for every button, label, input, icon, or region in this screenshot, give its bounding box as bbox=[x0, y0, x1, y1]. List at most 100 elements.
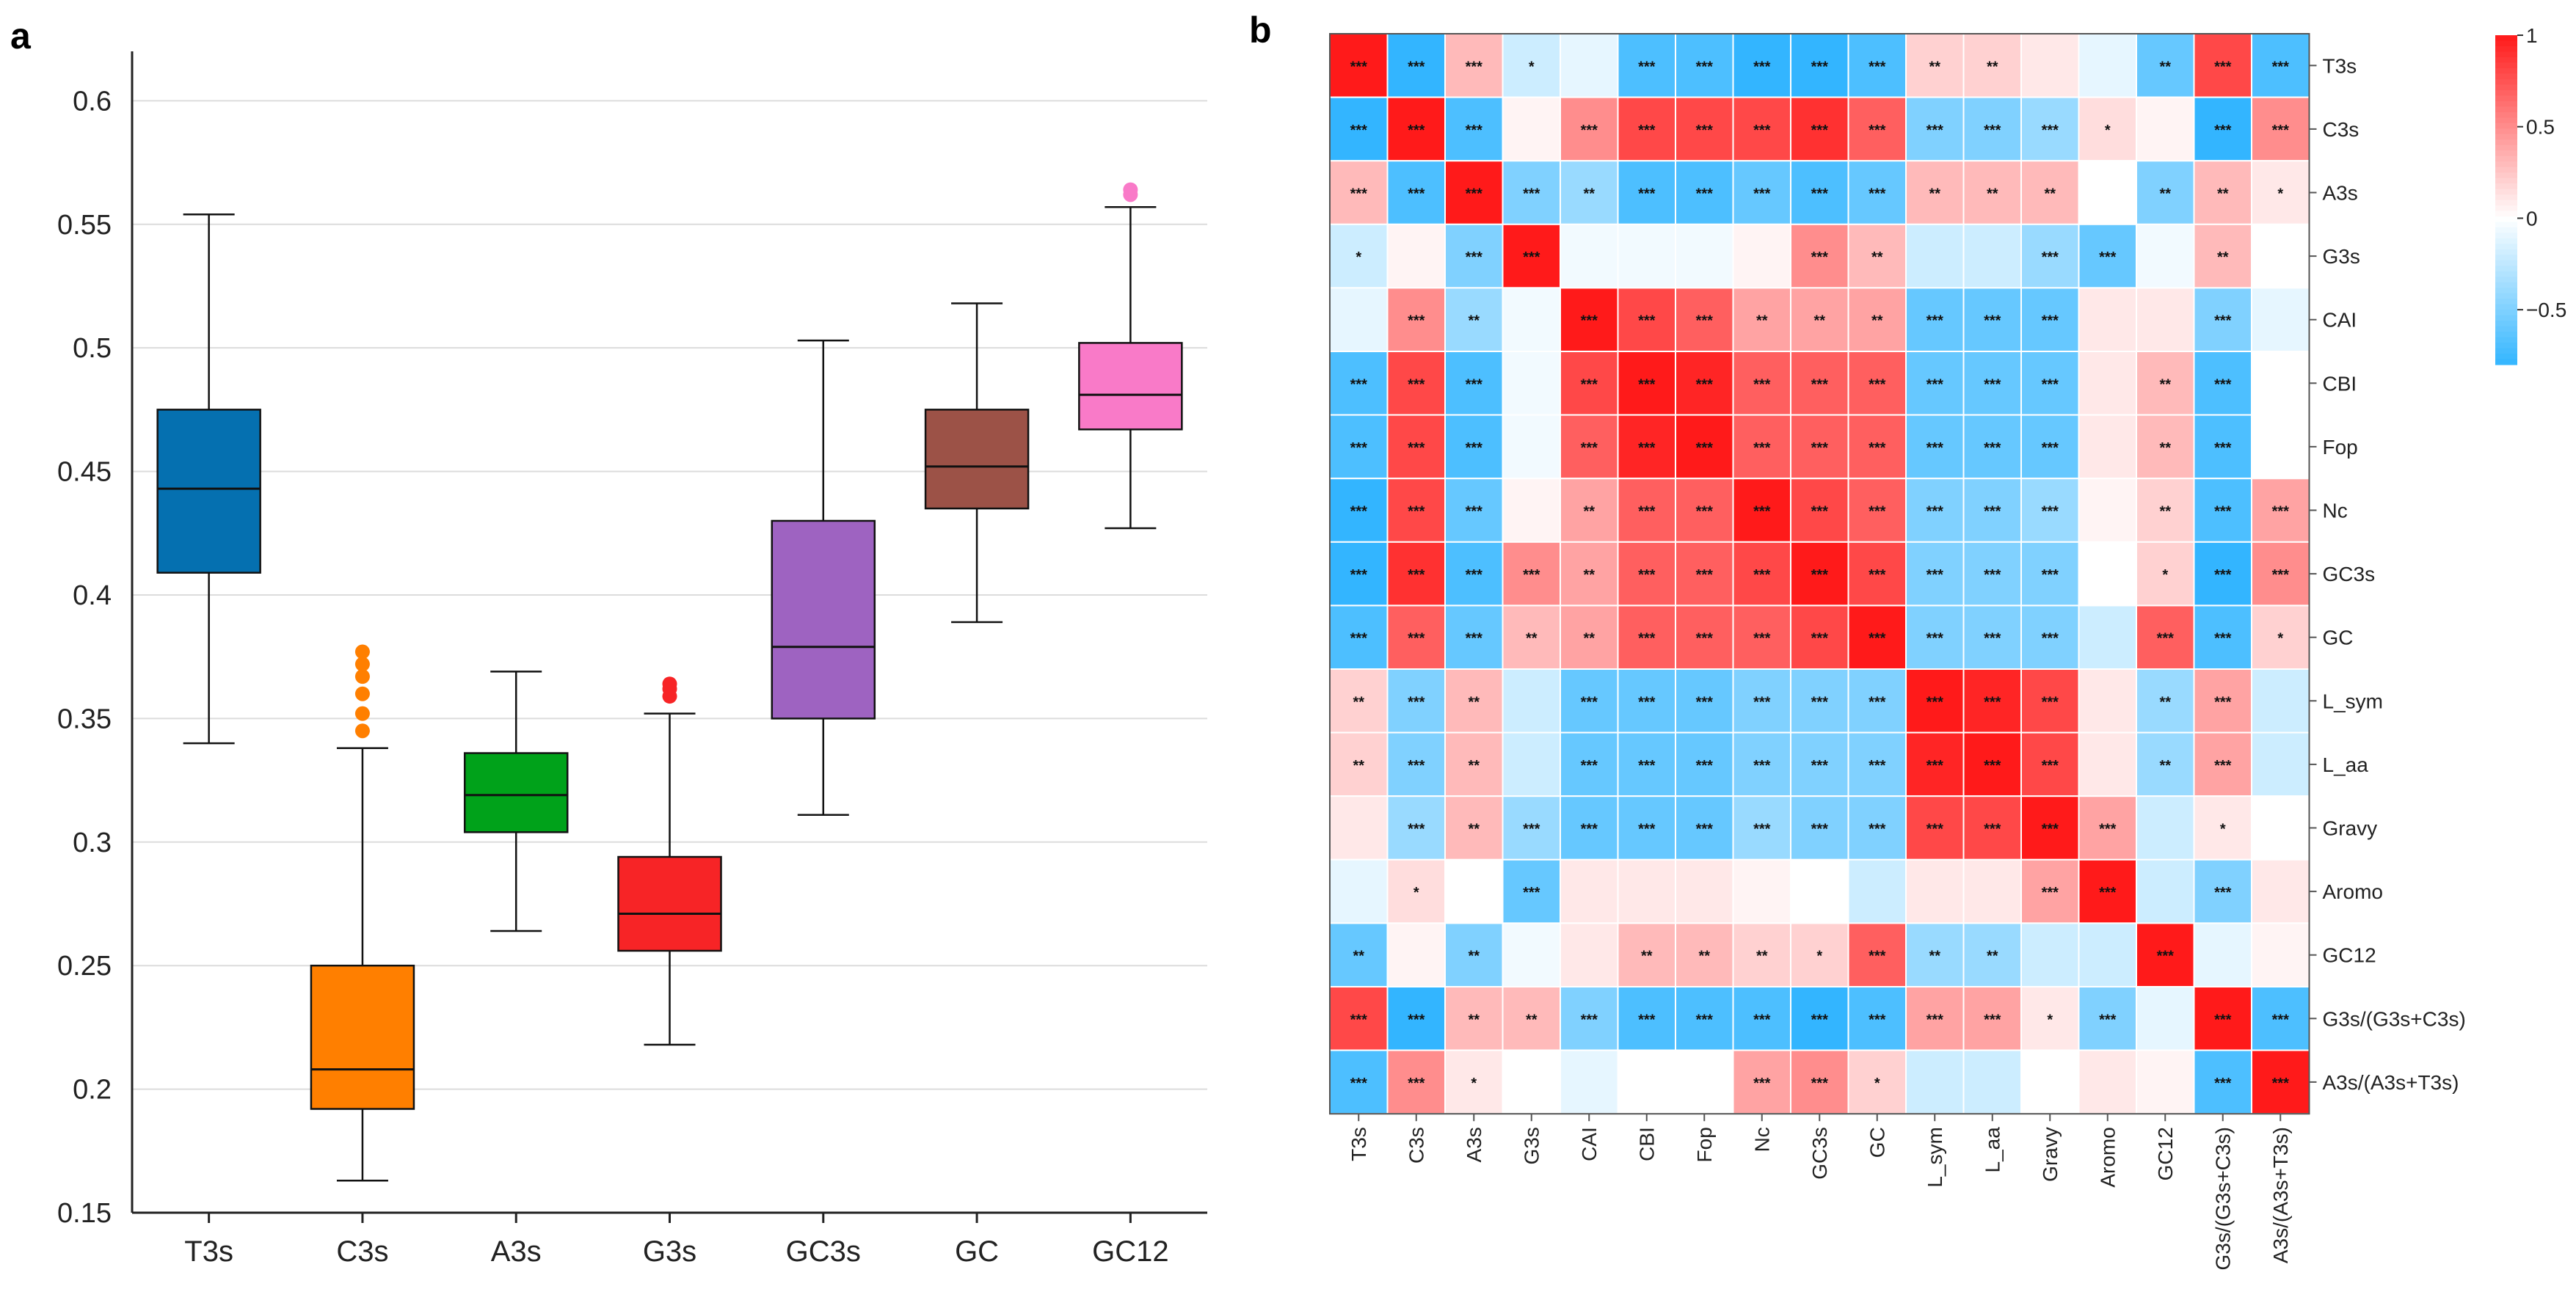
significance-mark: *** bbox=[1753, 631, 1771, 647]
significance-mark: ** bbox=[1468, 822, 1480, 838]
heatmap-cell bbox=[1444, 351, 1504, 416]
heatmap-cell bbox=[1386, 223, 1446, 289]
colorbar-segment bbox=[2495, 359, 2517, 365]
heatmap-cell bbox=[1790, 795, 1849, 861]
heatmap-cell bbox=[1790, 33, 1849, 98]
colorbar-segment bbox=[2495, 205, 2517, 212]
heatmap-cell bbox=[1502, 33, 1561, 98]
heatmap-cell bbox=[1444, 858, 1504, 924]
colorbar-segment bbox=[2495, 62, 2517, 69]
colorbar-segment bbox=[2495, 117, 2517, 124]
significance-mark: *** bbox=[1926, 376, 1944, 392]
significance-mark: *** bbox=[1350, 376, 1368, 392]
row-label: A3s/(A3s+T3s) bbox=[2323, 1071, 2459, 1094]
significance-mark: *** bbox=[1811, 758, 1829, 774]
outlier-point bbox=[354, 657, 370, 672]
significance-mark: *** bbox=[1638, 440, 1656, 456]
heatmap-cell bbox=[2136, 287, 2195, 352]
significance-mark: *** bbox=[1696, 631, 1714, 647]
heatmap-cell bbox=[2136, 858, 2195, 924]
colorbar-segment bbox=[2495, 161, 2517, 168]
heatmap-cell bbox=[2136, 541, 2195, 607]
heatmap-cell bbox=[1905, 922, 1965, 988]
colorbar-segment bbox=[2495, 343, 2517, 349]
heatmap-cell bbox=[2078, 1049, 2137, 1115]
heatmap-cell bbox=[1617, 922, 1676, 988]
heatmap-cell bbox=[2136, 668, 2195, 734]
heatmap-cell bbox=[1617, 223, 1676, 289]
heatmap-cell bbox=[1675, 922, 1734, 988]
heatmap-cell bbox=[1386, 731, 1446, 797]
significance-mark: * bbox=[1471, 1076, 1477, 1092]
significance-mark: *** bbox=[1638, 186, 1656, 202]
significance-mark: *** bbox=[1466, 631, 1483, 647]
heatmap-cell bbox=[1905, 605, 1965, 671]
heatmap-cell bbox=[1560, 478, 1619, 543]
heatmap-cell bbox=[1905, 1049, 1965, 1115]
boxplot-chart: 0.15 0.2 0.25 0.3 0.35 0.4 0.45 0.5 0.55 0.6 T3s C… bbox=[57, 51, 1207, 1268]
heatmap-cell bbox=[1790, 1049, 1849, 1115]
heatmap-cell bbox=[1790, 731, 1849, 797]
heatmap-cell bbox=[1386, 478, 1446, 543]
heatmap-cell bbox=[1444, 986, 1504, 1051]
colorbar-segment bbox=[2495, 156, 2517, 162]
significance-mark: ** bbox=[1929, 59, 1940, 75]
heatmap-cell bbox=[2193, 223, 2252, 289]
heatmap-cell bbox=[2020, 96, 2080, 162]
heatmap-cell bbox=[1847, 858, 1907, 924]
outlier-point bbox=[354, 723, 370, 739]
box-g3s bbox=[617, 676, 722, 1046]
significance-mark: *** bbox=[1869, 567, 1886, 583]
heatmap-cell bbox=[1617, 478, 1676, 543]
significance-mark: *** bbox=[1869, 949, 1886, 965]
row-label: Aromo bbox=[2323, 880, 2383, 903]
heatmap-cell bbox=[1905, 668, 1965, 734]
heatmap-cell bbox=[2078, 986, 2137, 1051]
heatmap-cell bbox=[2078, 541, 2137, 607]
heatmap-cell bbox=[1732, 922, 1791, 988]
significance-mark: ** bbox=[2159, 440, 2171, 456]
heatmap-cell bbox=[2078, 731, 2137, 797]
significance-mark: *** bbox=[1523, 822, 1540, 838]
heatmap-cell bbox=[1847, 414, 1907, 480]
heatmap-cell bbox=[1732, 223, 1791, 289]
heatmap-cell bbox=[1962, 223, 2022, 289]
significance-mark: *** bbox=[1638, 822, 1656, 838]
heatmap-cell bbox=[2251, 731, 2310, 797]
significance-mark: *** bbox=[1811, 440, 1829, 456]
box-iqr bbox=[924, 409, 1030, 510]
significance-mark: *** bbox=[1869, 376, 1886, 392]
heatmap-cell bbox=[1502, 668, 1561, 734]
heatmap-cell bbox=[1847, 1049, 1907, 1115]
colorbar-segment bbox=[2495, 172, 2517, 179]
significance-mark: ** bbox=[1871, 313, 1883, 329]
row-label: Gravy bbox=[2323, 817, 2378, 840]
significance-mark: * bbox=[2277, 631, 2283, 647]
significance-mark: *** bbox=[1753, 186, 1771, 202]
heatmap-cell bbox=[2193, 414, 2252, 480]
heatmap-cell bbox=[1962, 96, 2022, 162]
heatmap-cell bbox=[1962, 351, 2022, 416]
heatmap-cell bbox=[2078, 160, 2137, 225]
colorbar-segment bbox=[2495, 332, 2517, 338]
heatmap-cell bbox=[1962, 858, 2022, 924]
column-label: G3s/(G3s+C3s) bbox=[2212, 1127, 2235, 1270]
heatmap-cell bbox=[2078, 605, 2137, 671]
significance-mark: *** bbox=[1523, 567, 1540, 583]
heatmap-cell bbox=[1560, 96, 1619, 162]
heatmap-cell bbox=[1502, 478, 1561, 543]
heatmap-cell bbox=[2251, 668, 2310, 734]
significance-mark: * bbox=[2105, 123, 2111, 139]
heatmap-cell bbox=[1790, 96, 1849, 162]
significance-mark: *** bbox=[1523, 249, 1540, 266]
heatmap-cell bbox=[1905, 541, 1965, 607]
heatmap-cell bbox=[1675, 223, 1734, 289]
colorbar-segment bbox=[2495, 51, 2517, 58]
colorbar-segment bbox=[2495, 310, 2517, 316]
heatmap-cell bbox=[1444, 478, 1504, 543]
row-label: Nc bbox=[2323, 500, 2348, 522]
significance-mark: ** bbox=[1987, 186, 1998, 202]
heatmap-cell bbox=[2251, 478, 2310, 543]
colorbar-tick-label: 1 bbox=[2526, 24, 2538, 47]
heatmap-cell bbox=[2251, 96, 2310, 162]
